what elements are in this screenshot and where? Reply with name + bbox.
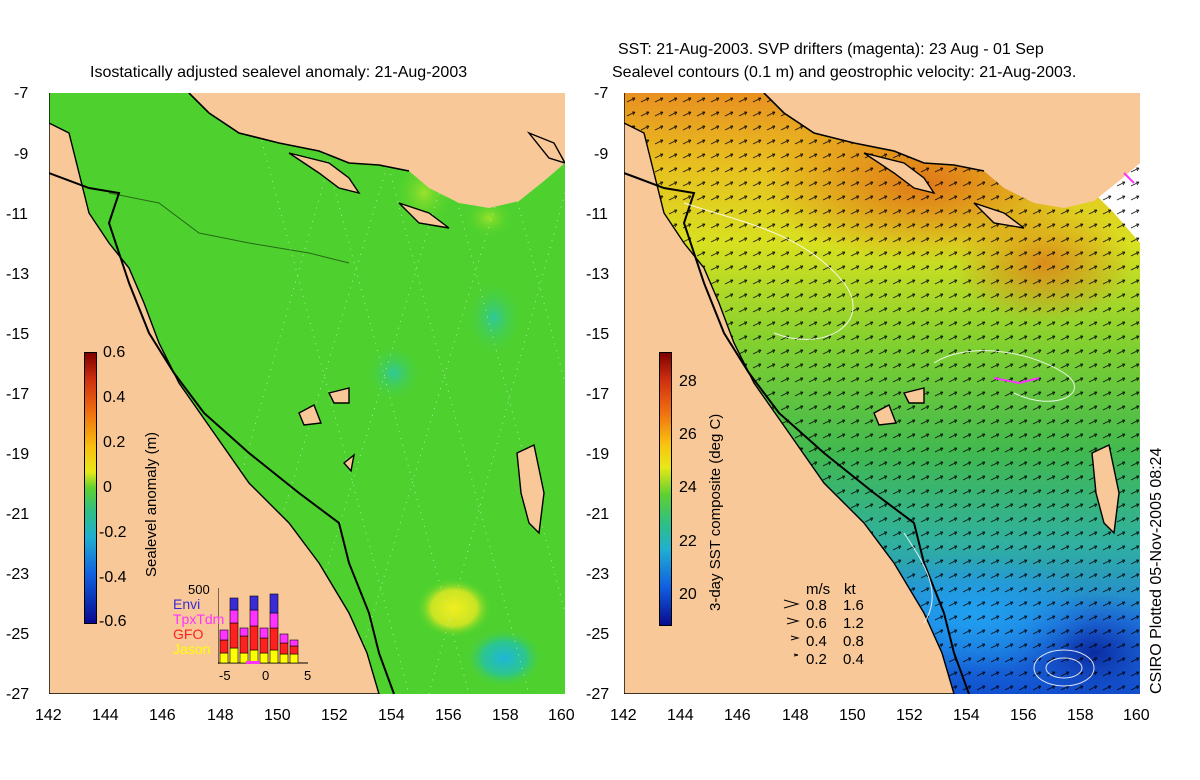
sealevel-anomaly-map [49,93,565,694]
left-y-tick-4: -15 [6,326,30,343]
left-x-tick-6: 154 [378,707,405,724]
left-panel-title: Isostatically adjusted sealevel anomaly:… [90,64,468,81]
right-y-tick-8: -23 [586,566,610,583]
left-y-tick-5: -17 [6,386,30,403]
velocity-legend-header-kt: kt [844,581,856,598]
right-y-tick-4: -15 [586,326,610,343]
sst-cb-tick-4: 20 [679,586,697,603]
velocity-legend-kt-3: 0.4 [843,651,864,668]
sla-cb-tick-5: -0.4 [99,569,127,586]
right-y-tick-6: -19 [586,446,610,463]
histogram-x-tick-2: 5 [304,668,312,683]
velocity-arrow-icons [782,596,802,666]
histogram-x-tick-0: -5 [219,668,231,683]
sst-cb-tick-3: 22 [679,533,697,550]
sst-cb-tick-0: 28 [679,373,697,390]
sst-cb-tick-1: 26 [679,426,697,443]
mission-label-gfo: GFO [173,626,204,642]
right-x-tick-5: 152 [896,707,923,724]
mission-histogram [217,588,308,664]
right-x-tick-0: 142 [610,707,637,724]
right-y-tick-10: -27 [586,686,610,703]
left-y-tick-8: -23 [6,566,30,583]
right-y-tick-7: -21 [586,506,610,523]
sla-cb-tick-0: 0.6 [103,344,126,361]
right-y-tick-2: -11 [586,206,608,223]
left-y-tick-9: -25 [6,626,30,643]
right-y-tick-5: -17 [586,386,610,403]
left-x-tick-5: 152 [321,707,348,724]
left-x-tick-8: 158 [492,707,519,724]
velocity-legend-ms-3: 0.2 [806,651,827,668]
histogram-ymax-label: 500 [188,582,210,597]
sst-cb-tick-2: 24 [679,479,697,496]
sla-cb-tick-2: 0.2 [103,434,126,451]
sla-cb-tick-6: -0.6 [99,613,127,630]
left-x-tick-7: 156 [435,707,462,724]
histogram-x-tick-1: 0 [262,668,270,683]
sst-map [624,93,1140,694]
right-y-tick-1: -9 [594,146,609,163]
mission-label-tpxtdm: TpxTdm [173,611,225,627]
velocity-legend-header-ms: m/s [806,581,831,598]
left-y-tick-10: -27 [6,686,30,703]
sla-cb-tick-3: 0 [103,479,112,496]
left-x-tick-3: 148 [207,707,234,724]
right-x-tick-3: 148 [782,707,809,724]
sst-map-graphic [624,93,1140,694]
left-y-tick-0: -7 [14,85,29,102]
right-x-tick-4: 150 [839,707,866,724]
velocity-legend-ms-1: 0.6 [806,615,827,632]
mission-label-jason: Jason [173,641,211,657]
velocity-legend-kt-2: 0.8 [843,633,864,650]
left-x-tick-1: 144 [92,707,119,724]
mission-label-envi: Envi [173,596,201,612]
right-panel-title-line1: SST: 21-Aug-2003. SVP drifters (magenta)… [618,41,1044,58]
sla-cb-tick-4: -0.2 [99,524,127,541]
left-y-tick-3: -13 [6,266,30,283]
sealevel-colorbar [84,352,97,624]
sealevel-anomaly-map-graphic [49,93,565,694]
left-y-tick-2: -11 [6,206,28,223]
right-x-tick-8: 158 [1067,707,1094,724]
sst-colorbar [659,352,672,626]
right-x-tick-1: 144 [667,707,694,724]
right-x-tick-7: 156 [1010,707,1037,724]
sla-cb-tick-1: 0.4 [103,389,126,406]
right-y-tick-9: -25 [586,626,610,643]
left-x-tick-4: 150 [264,707,291,724]
left-y-tick-7: -21 [6,506,30,523]
csiro-credit: CSIRO Plotted 05-Nov-2005 08:24 [1148,447,1165,694]
left-y-tick-1: -9 [14,146,29,163]
right-y-tick-3: -13 [586,266,610,283]
right-y-tick-0: -7 [594,85,609,102]
right-x-tick-6: 154 [953,707,980,724]
left-x-tick-9: 160 [548,707,575,724]
velocity-legend-ms-2: 0.4 [806,633,827,650]
velocity-legend-kt-0: 1.6 [843,597,864,614]
velocity-legend-ms-0: 0.8 [806,597,827,614]
right-x-tick-2: 146 [724,707,751,724]
left-y-tick-6: -19 [6,446,30,463]
sla-colorbar-label: Sealevel anomaly (m) [143,431,160,577]
velocity-legend-kt-1: 1.2 [843,615,864,632]
left-x-tick-0: 142 [35,707,62,724]
right-x-tick-9: 160 [1123,707,1150,724]
left-x-tick-2: 146 [149,707,176,724]
right-panel-title-line2: Sealevel contours (0.1 m) and geostrophi… [612,64,1077,81]
sst-colorbar-label: 3-day SST composite (deg C) [707,413,724,611]
